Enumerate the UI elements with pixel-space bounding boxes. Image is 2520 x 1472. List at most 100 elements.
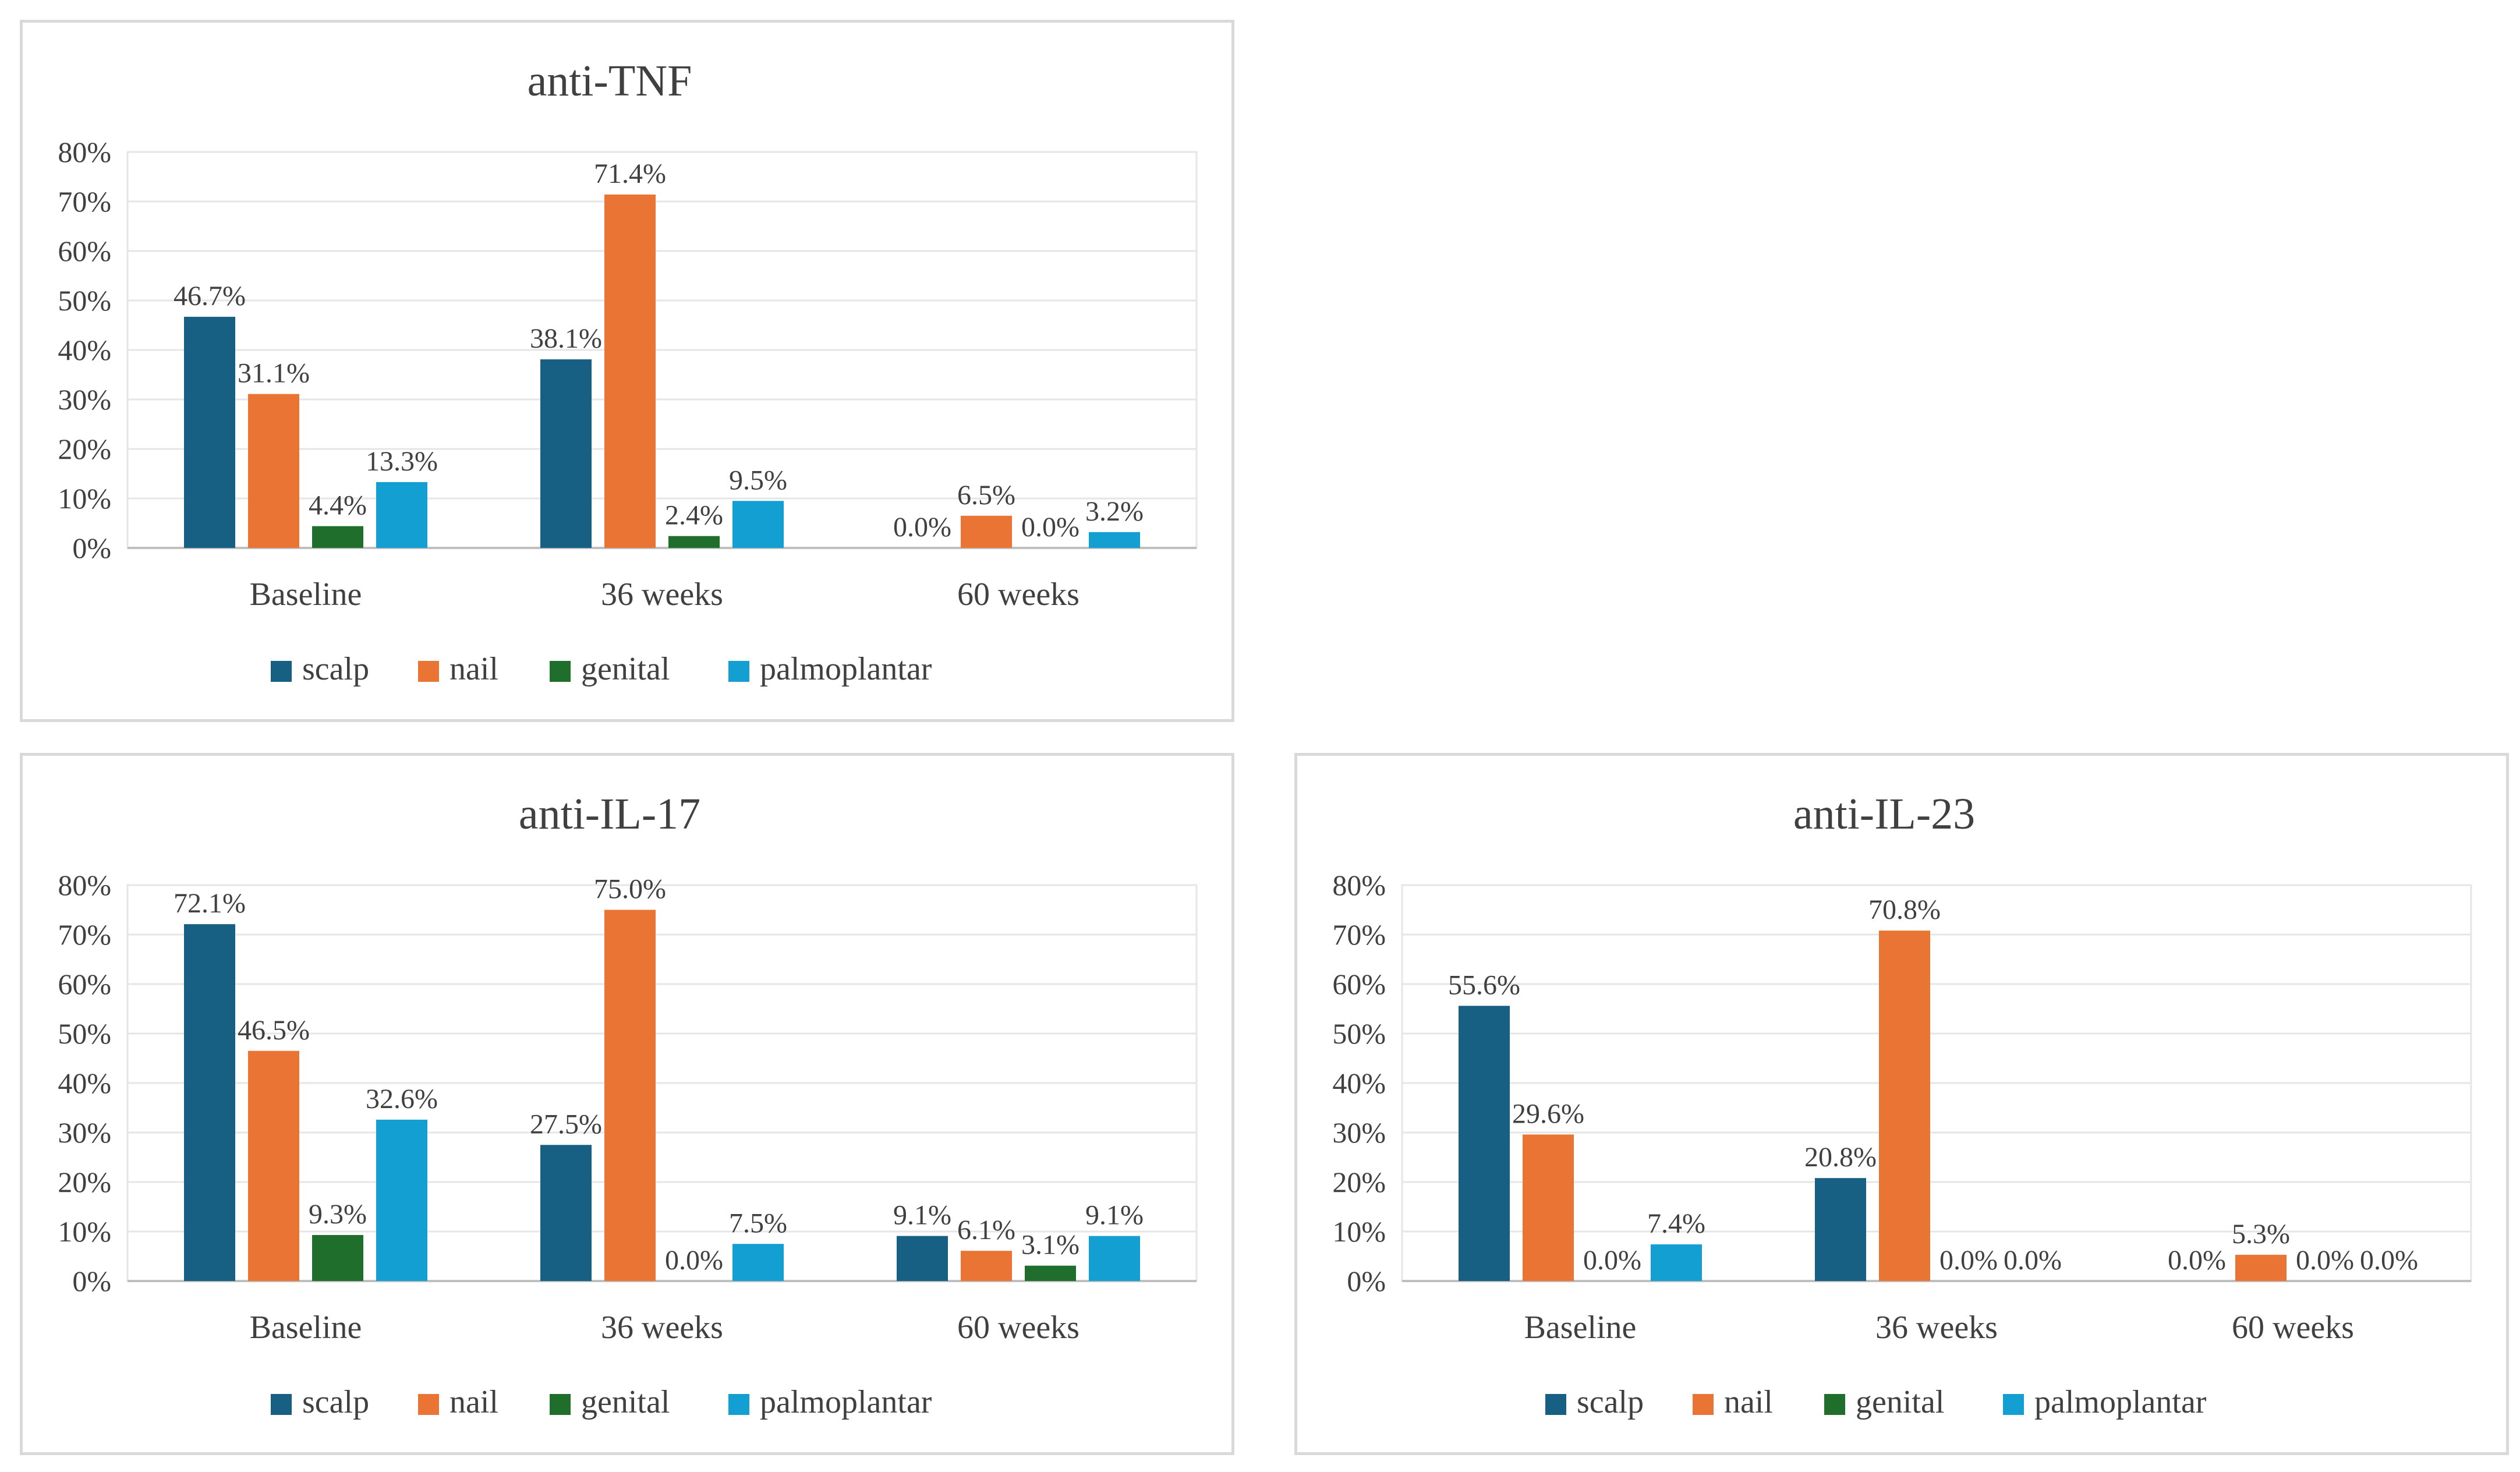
bar-genital-60-weeks <box>1025 1265 1076 1281</box>
y-tick-label: 50% <box>58 1017 111 1050</box>
data-label-nail-baseline: 31.1% <box>238 358 310 389</box>
data-label-genital-60-weeks: 0.0% <box>2296 1245 2354 1276</box>
y-tick-label: 20% <box>58 1166 111 1198</box>
y-tick-label: 40% <box>58 1067 111 1099</box>
legend-label-genital: genital <box>1856 1384 1944 1420</box>
legend-swatch-palmoplantar <box>728 661 749 682</box>
bar-nail-36-weeks <box>1879 930 1930 1281</box>
bar-palmoplantar-60-weeks <box>1089 532 1140 548</box>
y-tick-label: 10% <box>1332 1215 1386 1248</box>
data-label-palmoplantar-36-weeks: 7.5% <box>729 1208 787 1239</box>
data-label-palmoplantar-60-weeks: 9.1% <box>1085 1200 1144 1231</box>
data-label-nail-36-weeks: 75.0% <box>594 874 666 905</box>
data-label-genital-60-weeks: 3.1% <box>1021 1230 1080 1261</box>
bar-palmoplantar-baseline <box>376 1119 427 1281</box>
legend-swatch-nail <box>418 661 439 682</box>
legend: scalp nail genital palmoplantar <box>1545 1384 2207 1420</box>
data-label-palmoplantar-baseline: 32.6% <box>366 1084 438 1114</box>
legend-label-nail: nail <box>450 1384 498 1420</box>
bar-genital-baseline <box>312 526 363 548</box>
legend-swatch-palmoplantar <box>728 1394 749 1415</box>
y-tick-label: 70% <box>58 185 111 218</box>
legend-label-nail: nail <box>1724 1384 1773 1420</box>
data-label-nail-baseline: 29.6% <box>1512 1098 1584 1129</box>
data-label-scalp-60-weeks: 0.0% <box>893 512 951 543</box>
y-tick-label: 60% <box>58 235 111 267</box>
legend-swatch-scalp <box>1545 1394 1566 1415</box>
legend-label-scalp: scalp <box>1577 1384 1644 1420</box>
chart-svg-anti-tnf: anti-TNF 0% 10% 20% 30% 40% 50% 60% 70% 80% 46.7% 3… <box>58 56 1198 687</box>
y-tick-label: 40% <box>1332 1067 1386 1099</box>
legend-swatch-genital <box>550 661 571 682</box>
x-category-label: Baseline <box>250 576 362 613</box>
legend-label-palmoplantar: palmoplantar <box>760 1384 932 1420</box>
y-tick-label: 80% <box>58 136 111 168</box>
x-category-label: Baseline <box>250 1310 362 1346</box>
x-category-label: 36 weeks <box>601 576 723 613</box>
legend-label-genital: genital <box>581 651 670 687</box>
x-category-label: 60 weeks <box>2232 1310 2354 1346</box>
bar-palmoplantar-baseline <box>1651 1244 1702 1281</box>
data-label-nail-baseline: 46.5% <box>238 1015 310 1046</box>
bar-scalp-baseline <box>184 317 235 548</box>
y-tick-label: 20% <box>58 433 111 465</box>
x-category-label: Baseline <box>1524 1310 1637 1346</box>
data-label-scalp-60-weeks: 9.1% <box>893 1200 951 1231</box>
legend: scalp nail genital palmoplantar <box>271 1384 932 1420</box>
bar-scalp-36-weeks <box>1815 1178 1866 1281</box>
data-label-scalp-60-weeks: 0.0% <box>2168 1245 2226 1276</box>
data-label-palmoplantar-60-weeks: 0.0% <box>2360 1245 2418 1276</box>
legend-swatch-genital <box>550 1394 571 1415</box>
data-label-palmoplantar-baseline: 13.3% <box>366 446 438 477</box>
y-tick-label: 80% <box>58 869 111 901</box>
x-category-label: 36 weeks <box>601 1310 723 1346</box>
y-tick-label: 60% <box>1332 968 1386 1000</box>
bar-genital-36-weeks <box>668 536 720 548</box>
y-tick-label: 30% <box>58 383 111 416</box>
data-label-scalp-36-weeks: 27.5% <box>530 1109 602 1140</box>
bar-palmoplantar-36-weeks <box>732 501 784 548</box>
legend-swatch-scalp <box>271 661 292 682</box>
data-label-genital-36-weeks: 0.0% <box>665 1245 723 1276</box>
data-label-scalp-baseline: 46.7% <box>174 281 246 312</box>
bar-nail-60-weeks <box>961 1251 1012 1281</box>
y-tick-label: 70% <box>58 918 111 951</box>
data-label-nail-36-weeks: 70.8% <box>1868 894 1941 925</box>
y-tick-label: 20% <box>1332 1166 1386 1198</box>
data-label-genital-60-weeks: 0.0% <box>1021 512 1080 543</box>
y-tick-label: 30% <box>1332 1116 1386 1149</box>
data-label-palmoplantar-60-weeks: 3.2% <box>1085 496 1144 527</box>
legend-label-palmoplantar: palmoplantar <box>760 651 932 687</box>
data-label-scalp-baseline: 55.6% <box>1448 969 1520 1000</box>
data-label-palmoplantar-36-weeks: 9.5% <box>729 465 787 496</box>
data-label-palmoplantar-baseline: 7.4% <box>1647 1208 1705 1239</box>
y-tick-label: 70% <box>1332 918 1386 951</box>
bar-palmoplantar-baseline <box>376 482 427 548</box>
y-tick-label: 60% <box>58 968 111 1000</box>
y-tick-label: 0% <box>72 532 111 564</box>
legend-label-nail: nail <box>450 651 498 687</box>
bar-nail-36-weeks <box>604 910 656 1281</box>
legend-swatch-palmoplantar <box>2003 1394 2024 1415</box>
data-label-nail-60-weeks: 6.1% <box>957 1215 1015 1245</box>
data-label-palmoplantar-36-weeks: 0.0% <box>2004 1245 2062 1276</box>
legend-label-scalp: scalp <box>302 651 369 687</box>
bar-nail-baseline <box>1523 1134 1574 1281</box>
x-category-label: 60 weeks <box>957 1310 1080 1346</box>
chart-svg-anti-il-17: anti-IL-17 0% 10% 20% 30% 40% 50% 60% 70% 80% 72.1… <box>58 790 1198 1420</box>
data-label-scalp-baseline: 72.1% <box>174 888 246 919</box>
legend-swatch-nail <box>1693 1394 1714 1415</box>
chart-svg-anti-il-23: anti-IL-23 0% 10% 20% 30% 40% 50% 60% 70% 80% 55.6… <box>1332 790 2472 1420</box>
data-label-genital-baseline: 9.3% <box>309 1199 367 1230</box>
bar-scalp-baseline <box>1459 1006 1510 1281</box>
bar-nail-60-weeks <box>961 515 1012 548</box>
y-tick-label: 50% <box>1332 1017 1386 1050</box>
data-label-genital-36-weeks: 2.4% <box>665 500 723 531</box>
data-label-nail-60-weeks: 6.5% <box>957 480 1015 511</box>
bar-scalp-36-weeks <box>540 1145 592 1281</box>
data-label-nail-36-weeks: 71.4% <box>594 158 666 189</box>
y-tick-label: 0% <box>72 1265 111 1297</box>
x-category-label: 60 weeks <box>957 576 1080 613</box>
y-tick-label: 40% <box>58 334 111 366</box>
legend-label-genital: genital <box>581 1384 670 1420</box>
